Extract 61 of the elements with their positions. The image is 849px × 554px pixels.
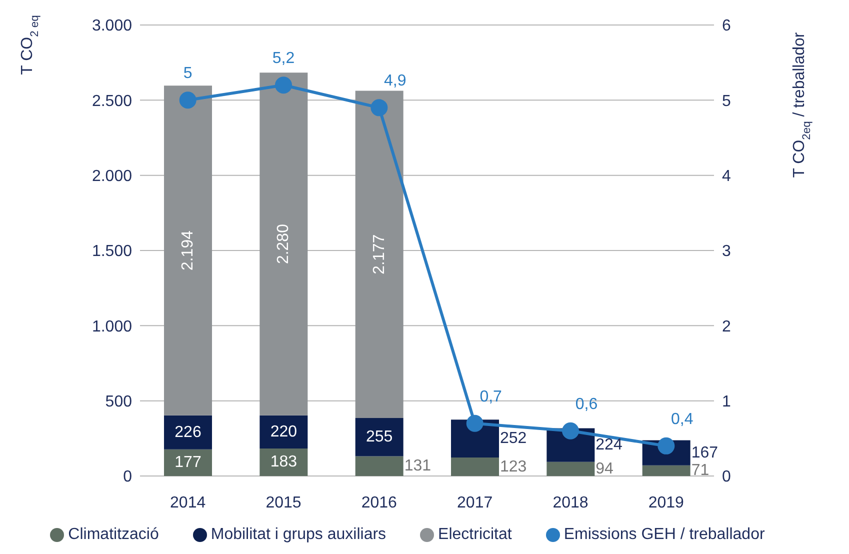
data-label: 0,4	[671, 410, 694, 428]
bar	[260, 415, 308, 448]
data-label: 2.280	[275, 224, 292, 264]
y-tick-label: 1.500	[92, 243, 132, 260]
data-label: 5,2	[272, 50, 295, 68]
data-label: 0,7	[480, 388, 502, 406]
y-tick-label: 2.500	[92, 92, 132, 110]
data-label: 183	[270, 454, 298, 471]
y2-tick-label: 0	[722, 468, 731, 486]
y2-tick-label: 6	[722, 18, 731, 35]
y2-tick-label: 5	[722, 92, 731, 110]
bar	[451, 458, 499, 476]
bar	[164, 449, 212, 476]
legend-label: Mobilitat i grups auxiliars	[210, 526, 386, 543]
y-tick-label: 500	[105, 394, 132, 411]
legend-label: Climatització	[68, 526, 159, 543]
x-tick-label: 2017	[457, 494, 493, 512]
x-tick-label: 2016	[361, 494, 398, 512]
point	[562, 422, 579, 440]
x-tick-label: 2014	[170, 494, 206, 512]
y2-tick-label: 4	[722, 168, 731, 186]
data-label: 4,9	[384, 72, 406, 90]
data-label: 226	[174, 424, 202, 441]
data-label: 94	[596, 460, 614, 478]
y-tick-label: 0	[123, 468, 132, 486]
y-tick-label: 1.000	[92, 318, 132, 336]
data-label: 252	[500, 430, 527, 448]
bar	[260, 72, 308, 416]
data-label: 220	[270, 423, 298, 440]
x-tick-label: 2015	[266, 494, 302, 512]
legend-label: Electricitat	[438, 526, 512, 543]
x-tick-label: 2019	[648, 494, 684, 512]
data-label: 123	[500, 458, 527, 476]
point	[275, 76, 292, 94]
x-tick-label: 2018	[552, 494, 588, 512]
point	[179, 92, 196, 109]
bar	[355, 90, 404, 418]
bar	[164, 415, 212, 450]
bar	[164, 86, 212, 416]
bar	[642, 465, 690, 476]
y2-tick-label: 3	[722, 243, 731, 260]
data-label: 2.177	[370, 234, 388, 274]
bar	[355, 456, 404, 476]
data-label: 2.194	[180, 230, 196, 271]
data-label: 71	[691, 462, 710, 480]
bar	[546, 462, 595, 476]
data-label: 224	[596, 436, 622, 454]
bar	[355, 418, 404, 456]
legend-label: Emissions GEH / treballador	[564, 526, 765, 543]
data-label: 255	[366, 428, 393, 446]
data-label: 131	[404, 458, 432, 475]
data-label: 0,6	[575, 396, 598, 413]
data-label: 177	[174, 454, 202, 472]
data-label: 167	[691, 444, 718, 462]
point	[466, 414, 484, 432]
y-tick-label: 2.000	[92, 168, 132, 186]
y2-tick-label: 1	[722, 394, 731, 411]
y2-tick-label: 2	[722, 318, 731, 336]
point	[370, 99, 388, 116]
data-label: 5	[183, 65, 192, 82]
y-tick-label: 3.000	[92, 18, 132, 35]
